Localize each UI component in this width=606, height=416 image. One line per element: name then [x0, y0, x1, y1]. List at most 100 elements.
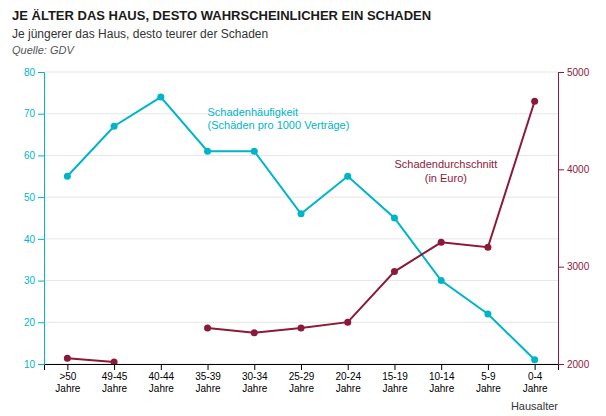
tick-label: 0-4Jahre	[523, 371, 548, 394]
tick-label: 10-14Jahre	[429, 371, 455, 394]
tick-mark	[488, 364, 489, 370]
tick-mark	[208, 364, 209, 370]
series-line	[67, 97, 534, 360]
point	[251, 329, 258, 336]
grid-line	[44, 72, 558, 73]
tick: 20-24Jahre	[335, 364, 361, 394]
tick-mark	[301, 364, 302, 370]
tick: 30	[24, 275, 44, 286]
tick-label: 60	[24, 150, 36, 161]
tick-label: 15-19Jahre	[382, 371, 408, 394]
point	[64, 173, 71, 180]
point	[204, 148, 211, 155]
tick: 40-44Jahre	[149, 364, 175, 394]
tick: 0-4Jahre	[523, 364, 548, 394]
tick-label: 70	[24, 108, 36, 119]
tick: 49-45Jahre	[102, 364, 128, 394]
tick: 5000	[558, 67, 590, 78]
tick-label: 40	[24, 234, 36, 245]
point	[438, 239, 445, 246]
grid-line	[44, 280, 558, 281]
point	[251, 148, 258, 155]
axis-line	[45, 365, 559, 371]
source: Quelle: GDV	[12, 44, 75, 56]
tick-label: 3000	[567, 261, 590, 272]
tick: 3000	[558, 261, 590, 272]
grid-line	[44, 155, 558, 156]
point	[391, 215, 398, 222]
tick-mark	[38, 72, 44, 73]
y2-axis: 2000300040005000	[558, 67, 590, 370]
tick-mark	[114, 364, 115, 370]
tick-mark	[38, 114, 44, 115]
grid	[44, 72, 558, 364]
point	[344, 173, 351, 180]
tick-mark	[558, 72, 564, 73]
tick-mark	[38, 281, 44, 282]
point	[298, 324, 305, 331]
point	[391, 268, 398, 275]
tick-label: 30	[24, 275, 36, 286]
tick-mark	[254, 364, 255, 370]
point	[531, 356, 538, 363]
grid-line	[44, 238, 558, 239]
point	[64, 355, 71, 362]
point	[484, 244, 491, 251]
grid-line	[44, 113, 558, 114]
tick-mark	[38, 322, 44, 323]
tick-mark	[38, 364, 44, 365]
tick-label: >50Jahre	[55, 371, 80, 394]
plot: >50Jahre 49-45Jahre 40-44Jahre 35-39Jahre 30…	[24, 67, 590, 412]
title: JE ÄLTER DAS HAUS, DESTO WAHRSCHEINLICHE…	[12, 8, 431, 23]
tick: 30-34Jahre	[242, 364, 268, 394]
series-label: Schadenhäufigkeit(Schäden pro 1000 Vertr…	[208, 106, 350, 131]
x-axis-title: Hausalter	[511, 400, 558, 412]
tick: 15-19Jahre	[382, 364, 408, 394]
tick: 80	[24, 67, 44, 78]
tick-mark	[348, 364, 349, 370]
tick: 70	[24, 108, 44, 119]
data-marks	[64, 94, 538, 364]
tick-mark	[558, 169, 564, 170]
tick-mark	[38, 155, 44, 156]
tick-mark	[38, 239, 44, 240]
tick-label: 49-45Jahre	[102, 371, 128, 394]
tick: 60	[24, 150, 44, 161]
tick-label: 10	[24, 359, 36, 370]
grid-line	[44, 322, 558, 323]
point	[204, 324, 211, 331]
grid-line	[44, 197, 558, 198]
y-axis: 10 20 30 40 50 60 70 80	[24, 67, 45, 370]
tick-mark	[558, 364, 564, 365]
tick-label: 4000	[567, 164, 590, 175]
tick-label: 50	[24, 192, 36, 203]
x-axis: >50Jahre 49-45Jahre 40-44Jahre 35-39Jahre 30…	[45, 364, 559, 394]
tick-mark	[67, 364, 68, 370]
point	[111, 123, 118, 130]
tick: 10-14Jahre	[429, 364, 455, 394]
tick-label: 20-24Jahre	[335, 371, 361, 394]
tick: 50	[24, 192, 44, 203]
tick-mark	[394, 364, 395, 370]
tick: 40	[24, 234, 44, 245]
tick-mark	[535, 364, 536, 370]
tick: >50Jahre	[55, 364, 80, 394]
axis-line	[559, 73, 565, 365]
axis-line	[38, 73, 45, 365]
point	[344, 319, 351, 326]
point	[484, 310, 491, 317]
tick-label: 35-39Jahre	[195, 371, 221, 394]
tick: 25-29Jahre	[289, 364, 315, 394]
series-line	[67, 101, 534, 362]
tick-mark	[441, 364, 442, 370]
tick: 20	[24, 317, 44, 328]
point	[157, 94, 164, 101]
tick-mark	[558, 267, 564, 268]
tick-label: 30-34Jahre	[242, 371, 268, 394]
tick-label: 5-9Jahre	[476, 371, 501, 394]
point	[111, 359, 118, 364]
tick: 35-39Jahre	[195, 364, 221, 394]
series-label: Schadendurchschnitt(in Euro)	[394, 158, 497, 183]
tick-label: 40-44Jahre	[149, 371, 175, 394]
tick-mark	[38, 197, 44, 198]
